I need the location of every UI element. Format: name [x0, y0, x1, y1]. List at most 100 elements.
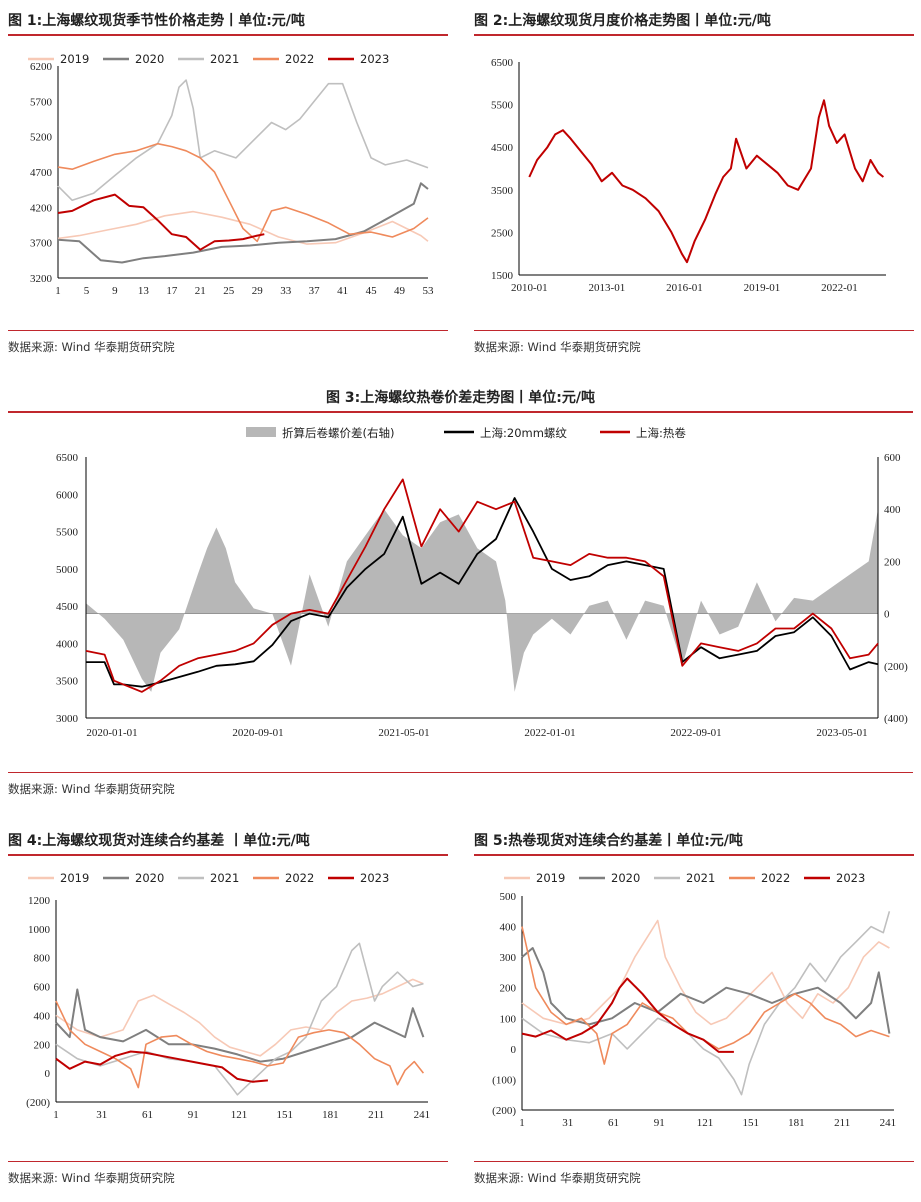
figure-5: 图 5:热卷现货对连续合约基差丨单位:元/吨 (200) (100) 0 100 200… [474, 828, 914, 1198]
y-tick-label: 3700 [30, 238, 53, 250]
y-tick-label: 6000 [56, 489, 79, 501]
x-tick-label: 17 [166, 285, 178, 297]
y2-tick-label: 400 [884, 504, 901, 516]
legend-entry-spread: 折算后卷螺价差(右轴) [282, 426, 394, 440]
y-tick-label: 6200 [30, 61, 53, 73]
y-tick-label: 4500 [56, 601, 79, 613]
legend-entry-2023: 2023 [360, 52, 389, 66]
x-tick-label: 2020-09-01 [232, 727, 283, 739]
x-tick-label: 2019-01 [744, 282, 781, 294]
y-tick-label: 300 [500, 952, 517, 964]
y-tick-label: 4200 [30, 202, 53, 214]
series-line-2019 [55, 978, 424, 1057]
series-line-2023 [55, 1050, 268, 1083]
series-line-2021 [55, 942, 424, 1096]
figure-2: 图 2:上海螺纹现货月度价格走势图丨单位:元/吨 1500 2500 3500 450… [474, 8, 914, 358]
figure-5-source: 数据来源: Wind 华泰期货研究院 [474, 1161, 914, 1186]
y-tick-label: 600 [34, 982, 51, 994]
x-tick-label: 91 [188, 1109, 199, 1121]
x-tick-label: 181 [788, 1117, 805, 1129]
legend-entry-2020: 2020 [135, 871, 164, 885]
figure-4-source: 数据来源: Wind 华泰期货研究院 [8, 1161, 448, 1186]
figure-2-plot: 1500 2500 3500 4500 5500 6500 2010-01 2013-01 20… [491, 57, 886, 294]
x-tick-label: 2022-09-01 [670, 727, 721, 739]
legend-entry-2019: 2019 [536, 871, 565, 885]
x-tick-label: 33 [280, 285, 292, 297]
x-tick-label: 181 [322, 1109, 339, 1121]
x-tick-label: 1 [519, 1117, 525, 1129]
figure-2-title: 图 2:上海螺纹现货月度价格走势图丨单位:元/吨 [474, 8, 914, 36]
x-tick-label: 9 [112, 285, 118, 297]
x-tick-label: 151 [742, 1117, 759, 1129]
y-tick-label: 0 [45, 1068, 51, 1080]
y-tick-label: 800 [34, 953, 51, 965]
x-tick-label: 121 [697, 1117, 714, 1129]
x-tick-label: 61 [608, 1117, 619, 1129]
legend-entry-2021: 2021 [210, 52, 239, 66]
y-tick-label: 4500 [491, 142, 514, 154]
y-tick-label: 6500 [56, 452, 79, 464]
y2-tick-label: 0 [884, 609, 890, 621]
legend-entry-2023: 2023 [836, 871, 865, 885]
x-tick-label: 29 [252, 285, 264, 297]
legend-entry-2022: 2022 [285, 871, 314, 885]
x-tick-label: 2010-01 [511, 282, 548, 294]
figure-3-title: 图 3:上海螺纹热卷价差走势图丨单位:元/吨 [8, 385, 913, 413]
y2-tick-label: 200 [884, 556, 901, 568]
x-tick-label: 2023-05-01 [816, 727, 867, 739]
legend-entry-rebar: 上海:20mm螺纹 [480, 426, 567, 440]
y-tick-label: 0 [511, 1044, 517, 1056]
y-tick-label: 2500 [491, 227, 514, 239]
x-tick-label: 31 [96, 1109, 107, 1121]
y-tick-label: 1200 [28, 895, 51, 907]
x-tick-label: 211 [834, 1117, 850, 1129]
figure-2-source: 数据来源: Wind 华泰期货研究院 [474, 330, 914, 355]
figure-1-plot: 3200 3700 4200 4700 5200 5700 6200 1 5 9 13 17 21 25 2… [28, 52, 435, 297]
y-tick-label: 3000 [56, 713, 79, 725]
figure-1-title: 图 1:上海螺纹现货季节性价格走势丨单位:元/吨 [8, 8, 448, 36]
series-line-2019 [57, 210, 429, 245]
y-tick-label: 5700 [30, 96, 53, 108]
legend-entry-2019: 2019 [60, 52, 89, 66]
series-line-2021 [521, 911, 891, 1096]
series-line-2023 [521, 977, 734, 1053]
legend-entry-2020: 2020 [611, 871, 640, 885]
y-tick-label: 3500 [56, 676, 79, 688]
x-tick-label: 241 [414, 1109, 431, 1121]
x-tick-label: 49 [394, 285, 406, 297]
x-tick-label: 241 [880, 1117, 897, 1129]
series-line-2023 [57, 193, 265, 251]
legend-entry-2023: 2023 [360, 871, 389, 885]
figure-3: 图 3:上海螺纹热卷价差走势图丨单位:元/吨 3000 3500 4000 4500 5… [8, 385, 913, 800]
legend-swatch-spread [246, 427, 276, 437]
y-tick-label: (100) [492, 1074, 516, 1086]
x-tick-label: 21 [195, 285, 206, 297]
series-line-2019 [521, 919, 890, 1026]
y-tick-label: 4000 [56, 638, 79, 650]
x-tick-label: 13 [138, 285, 150, 297]
y-tick-label: 3200 [30, 273, 53, 285]
y-tick-label: 3500 [491, 185, 514, 197]
y-tick-label: 5000 [56, 564, 79, 576]
x-tick-label: 53 [423, 285, 435, 297]
y-tick-label: 5500 [491, 100, 514, 112]
figure-5-title: 图 5:热卷现货对连续合约基差丨单位:元/吨 [474, 828, 914, 856]
figure-1-source: 数据来源: Wind 华泰期货研究院 [8, 330, 448, 355]
y2-tick-label: (200) [884, 661, 908, 673]
series-line-2020 [55, 988, 425, 1063]
legend-entry-2021: 2021 [686, 871, 715, 885]
y-tick-label: (200) [26, 1097, 50, 1109]
x-tick-label: 37 [309, 285, 321, 297]
y-tick-label: 500 [500, 891, 517, 903]
x-tick-label: 2022-01-01 [524, 727, 575, 739]
x-tick-label: 61 [142, 1109, 153, 1121]
x-tick-label: 1 [55, 285, 61, 297]
x-tick-label: 211 [368, 1109, 384, 1121]
x-tick-label: 2016-01 [666, 282, 703, 294]
x-tick-label: 25 [223, 285, 235, 297]
y-tick-label: 200 [500, 983, 517, 995]
legend-entry-hot-coil: 上海:热卷 [636, 426, 686, 440]
y2-tick-label: (400) [884, 713, 908, 725]
y-tick-label: 5200 [30, 132, 53, 144]
y-tick-label: 1500 [491, 270, 514, 282]
